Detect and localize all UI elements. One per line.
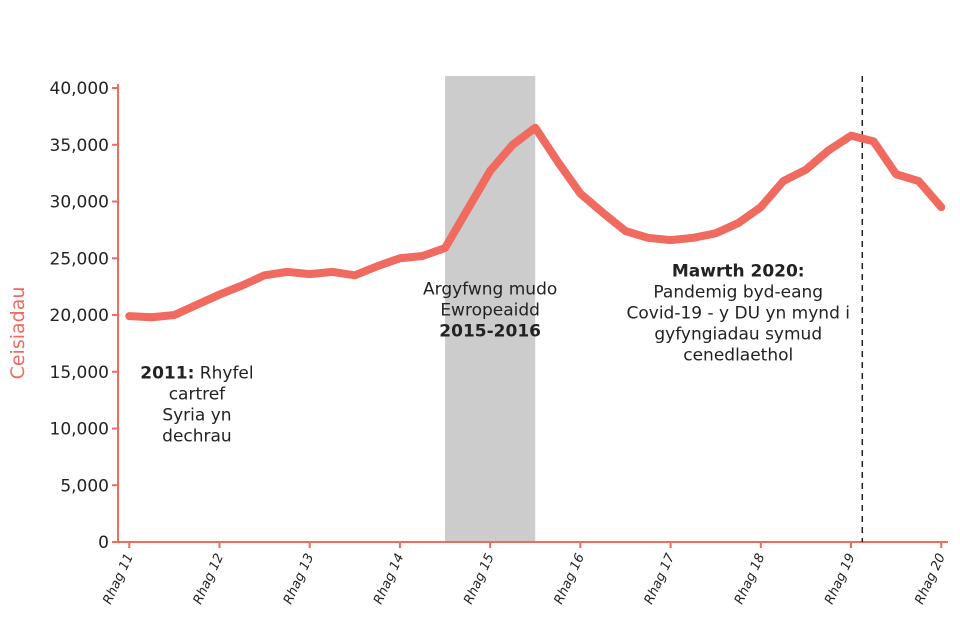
y-tick-label: 0 (98, 533, 109, 553)
annotation-text: Argyfwng mudo (423, 280, 557, 300)
y-tick-label: 25,000 (50, 249, 109, 269)
annotation-text: Pandemig byd-eang (653, 282, 823, 302)
x-tick-label: Rhag 11 (100, 551, 136, 606)
x-tick-label: Rhag 17 (642, 551, 679, 607)
y-tick-label: 10,000 (50, 420, 109, 440)
annotation-line: 2015-2016 (439, 322, 541, 342)
x-tick-label: Rhag 18 (732, 551, 768, 606)
x-tick-label: Rhag 12 (191, 551, 227, 606)
annotation-text: Syria yn (162, 406, 231, 426)
annotation-text: Ewropeaidd (440, 301, 540, 321)
x-tick-label: Rhag 19 (822, 551, 858, 606)
annotation-line: dechrau (162, 427, 232, 447)
y-tick-label: 40,000 (50, 79, 109, 99)
annotation-line: Mawrth 2020: (672, 261, 805, 281)
annotation-line: cenedlaethol (683, 345, 793, 365)
series-line (125, 123, 946, 322)
annotation-line: Syria yn (162, 406, 231, 426)
annotation-text: Covid-19 - y DU yn mynd i (626, 303, 850, 323)
y-tick-label: 15,000 (50, 363, 109, 383)
annotation-line: Argyfwng mudo (423, 280, 557, 300)
annotation-bold-text: 2015-2016 (439, 322, 541, 342)
x-tick-label: Rhag 14 (371, 551, 407, 606)
y-tick-label: 30,000 (50, 193, 109, 213)
x-tick-label: Rhag 16 (552, 551, 588, 606)
annotation-line: Covid-19 - y DU yn mynd i (626, 303, 850, 323)
annotation-text: dechrau (162, 427, 232, 447)
annotation-text: cenedlaethol (683, 345, 793, 365)
x-tick-label: Rhag 13 (281, 551, 317, 606)
x-tick-label: Rhag 15 (461, 551, 497, 606)
annotation-line: Ewropeaidd (440, 301, 540, 321)
annotation-text: Rhyfel (194, 364, 253, 384)
annotation-text: gyfyngiadau symud (654, 324, 822, 344)
y-tick-label: 5,000 (60, 476, 109, 496)
shaded-region-layer (445, 76, 536, 542)
annotation-line: 2011: Rhyfel (140, 364, 253, 384)
annotation-line: gyfyngiadau symud (654, 324, 822, 344)
annotation-line: Pandemig byd-eang (653, 282, 823, 302)
annotation-bold-text: Mawrth 2020: (672, 261, 805, 281)
annotation-line: cartref (169, 385, 226, 405)
annotation-bold-text: 2011: (140, 364, 194, 384)
x-tick-label: Rhag 20 (912, 551, 948, 606)
y-tick-label: 20,000 (50, 306, 109, 326)
series-layer (125, 123, 946, 322)
y-tick-label: 35,000 (50, 136, 109, 156)
annotation-text: cartref (169, 385, 226, 405)
shaded-region (445, 76, 536, 542)
y-axis-label: Ceisiadau (7, 287, 29, 380)
